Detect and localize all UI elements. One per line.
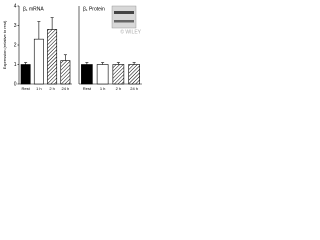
- bar: [112, 64, 125, 85]
- bar: [128, 64, 140, 85]
- figure: β₁ mRNA Expression (relative to rest) 0 1 2 3…: [2, 3, 142, 91]
- y-tick-label: 4: [14, 3, 17, 9]
- bar: [33, 38, 44, 85]
- x-tick-label: 2 h: [116, 86, 122, 91]
- x-tick-label: 24 h: [130, 86, 138, 91]
- bar: [20, 64, 31, 85]
- panel-title: β₁ mRNA: [23, 6, 44, 12]
- bar: [60, 60, 71, 85]
- x-tick-label: 1 h: [36, 86, 42, 91]
- page: {"chart_data": [ {"type": "bar", "title"…: [0, 0, 150, 96]
- x-tick-label: 2 h: [49, 86, 55, 91]
- blot-band: [114, 20, 134, 23]
- x-tick-label: Rest: [83, 86, 92, 91]
- bar: [47, 29, 58, 85]
- y-tick-label: 0: [14, 81, 17, 87]
- blot-band: [114, 11, 134, 14]
- bar: [81, 64, 93, 85]
- blot-image: [111, 5, 137, 29]
- y-axis-label: Expression (relative to rest): [2, 20, 7, 69]
- y-tick-label: 1: [14, 62, 17, 68]
- x-tick-label: Rest: [22, 86, 31, 91]
- y-tick-label: 2: [14, 42, 17, 48]
- x-tick-label: 24 h: [61, 86, 69, 91]
- bar: [96, 64, 109, 85]
- watermark: © WILEY: [120, 28, 141, 35]
- x-tick-label: 1 h: [100, 86, 106, 91]
- panel-title: β₁ Protein: [83, 6, 105, 12]
- y-tick-label: 3: [14, 23, 17, 29]
